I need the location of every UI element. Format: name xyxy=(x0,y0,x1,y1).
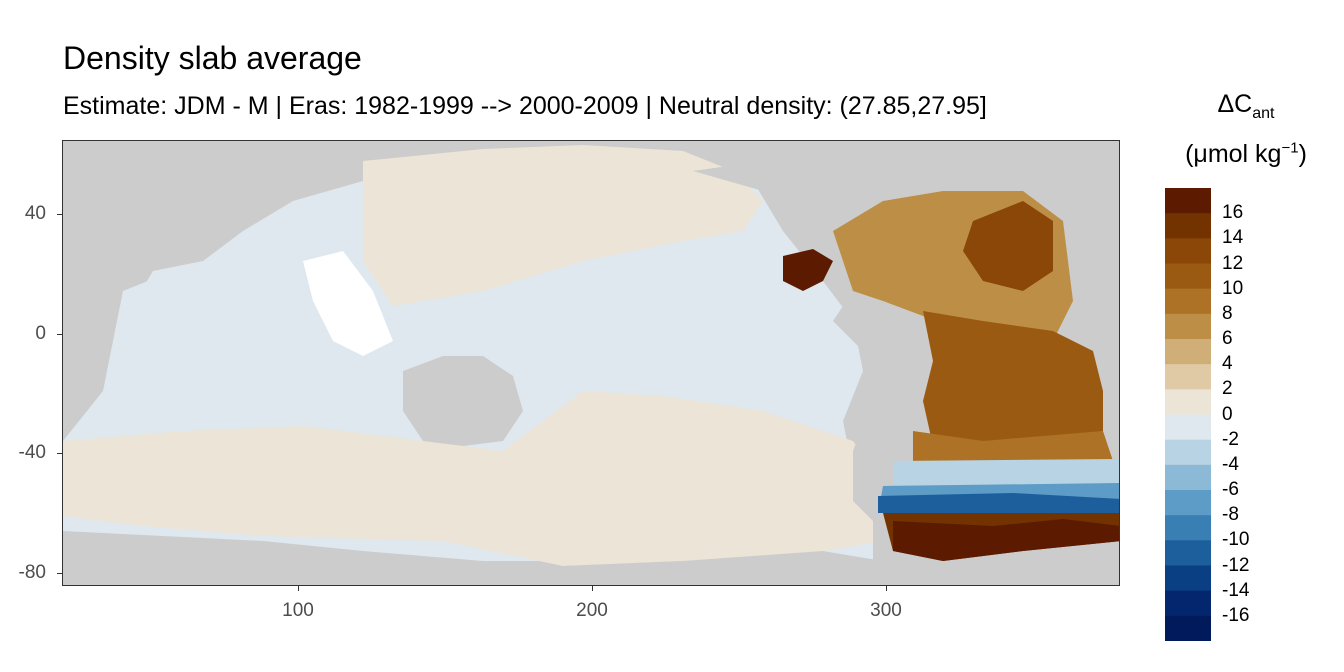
atlantic-gulf xyxy=(783,249,833,291)
indian-ocean-region xyxy=(103,271,333,431)
map-panel xyxy=(62,140,1120,586)
legend-label: 12 xyxy=(1222,252,1244,274)
legend-label: -14 xyxy=(1222,579,1250,601)
legend-color-step xyxy=(1165,213,1211,239)
y-tickmark-40 xyxy=(57,214,62,215)
x-tickmark-100 xyxy=(298,586,299,591)
map-canvas xyxy=(63,141,1119,585)
legend-title-variable: ΔCant xyxy=(1217,90,1275,122)
legend-color-step xyxy=(1165,615,1211,641)
plot-subtitle: Estimate: JDM - M | Eras: 1982-1999 --> … xyxy=(63,92,987,120)
atlantic-north-core xyxy=(963,201,1053,291)
legend-color-step xyxy=(1165,464,1211,491)
y-tick-label: 0 xyxy=(35,323,46,344)
legend-color-step xyxy=(1165,540,1211,566)
legend-label: -8 xyxy=(1222,504,1239,526)
legend-color-step xyxy=(1165,188,1211,214)
legend-label: -10 xyxy=(1222,529,1250,551)
legend-label: 4 xyxy=(1222,353,1233,375)
legend-label: 2 xyxy=(1222,378,1233,400)
legend-title: ΔCant (μmol kg−1) xyxy=(1166,86,1326,174)
legend-label: 16 xyxy=(1222,202,1244,224)
atlantic-south-blue-dark xyxy=(878,493,1119,513)
africa-eurasia-landmass xyxy=(63,141,363,301)
legend-label: -12 xyxy=(1222,554,1250,576)
y-tick-label: -40 xyxy=(18,442,46,463)
legend-title-unit: (μmol kg−1) xyxy=(1185,139,1307,168)
x-tickmark-300 xyxy=(886,586,887,591)
y-tickmark-0 xyxy=(57,334,62,335)
x-tick-label: 100 xyxy=(282,600,314,621)
atlantic-south-blue-light xyxy=(893,459,1119,486)
legend-color-step xyxy=(1165,288,1211,315)
legend-label: -4 xyxy=(1222,453,1239,475)
southern-ocean-region xyxy=(63,391,883,566)
atlantic-equatorial xyxy=(923,311,1103,451)
legend-label: -6 xyxy=(1222,479,1239,500)
antarctica-landmass xyxy=(63,531,883,585)
plot-title: Density slab average xyxy=(63,40,362,76)
y-tick-label: -80 xyxy=(18,562,46,583)
y-tickmark-minus80 xyxy=(57,573,62,574)
legend-color-step xyxy=(1165,339,1211,365)
missing-data-gaps xyxy=(303,251,393,356)
legend-colorbar-svg xyxy=(1165,188,1211,641)
legend-color-step xyxy=(1165,490,1211,516)
legend-color-step xyxy=(1165,439,1211,466)
legend-color-step xyxy=(1165,414,1211,441)
y-tick-label: 40 xyxy=(24,203,46,224)
x-tickmark-200 xyxy=(592,586,593,591)
legend-label: 8 xyxy=(1222,302,1233,324)
legend-label: -16 xyxy=(1222,604,1250,626)
legend-color-step xyxy=(1165,364,1211,390)
legend-color-step xyxy=(1165,389,1211,415)
legend-colorbar xyxy=(1165,188,1211,641)
australia-landmass xyxy=(403,356,523,446)
legend-label: 14 xyxy=(1222,227,1244,249)
legend-color-step xyxy=(1165,238,1211,264)
x-tick-label: 300 xyxy=(870,600,902,621)
weddell-dark xyxy=(893,519,1119,561)
x-tick-label: 200 xyxy=(576,600,608,621)
legend-label: 0 xyxy=(1222,403,1233,425)
legend-label: 6 xyxy=(1222,328,1233,349)
legend-color-step xyxy=(1165,515,1211,541)
north-pacific-region xyxy=(363,145,763,306)
legend-label: 10 xyxy=(1222,277,1244,299)
legend-color-step xyxy=(1165,565,1211,592)
legend-label: -2 xyxy=(1222,428,1239,450)
legend-color-step xyxy=(1165,313,1211,340)
legend-color-step xyxy=(1165,263,1211,290)
legend-color-step xyxy=(1165,590,1211,617)
y-tickmark-minus40 xyxy=(57,453,62,454)
